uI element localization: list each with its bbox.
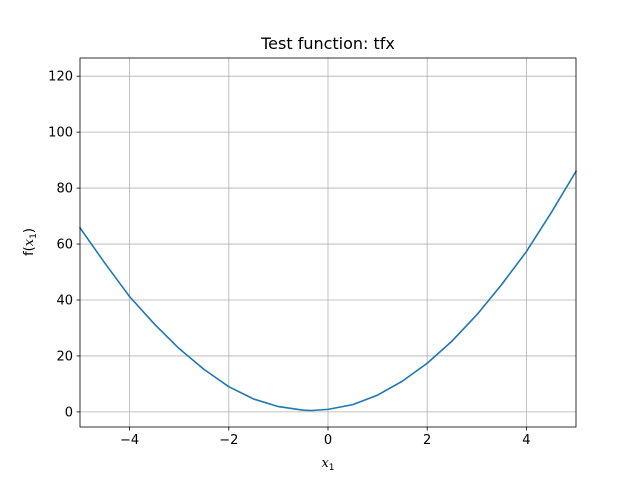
y-tick-label: 120 (48, 70, 73, 85)
x-tick-label: 4 (522, 433, 530, 448)
y-tick-label: 0 (65, 405, 73, 420)
x-axis-label-base: x (321, 456, 329, 471)
y-tick-label: 20 (56, 349, 73, 364)
y-axis-label-prefix: f( (22, 246, 37, 256)
y-tick-label: 40 (56, 293, 73, 308)
y-axis-label-suffix: ) (22, 228, 37, 233)
x-tick-label: 2 (423, 433, 431, 448)
x-axis-label: x1 (321, 456, 334, 473)
gridlines (80, 58, 576, 427)
x-tick-label: −4 (120, 433, 139, 448)
series-layer (78, 170, 578, 412)
y-tick-label: 100 (48, 126, 73, 141)
chart-title: Test function: tfx (260, 34, 395, 53)
y-axis-label: f(x1) (22, 228, 39, 256)
y-axis-label-subscript: 1 (29, 233, 39, 239)
y-tick-label: 60 (56, 238, 73, 253)
x-tick-label: 0 (324, 433, 332, 448)
x-axis-label-subscript: 1 (329, 463, 335, 473)
y-tick-label: 80 (56, 182, 73, 197)
series-line (78, 170, 578, 412)
y-axis-label-base: x (22, 238, 37, 246)
x-tick-label: −2 (219, 433, 238, 448)
